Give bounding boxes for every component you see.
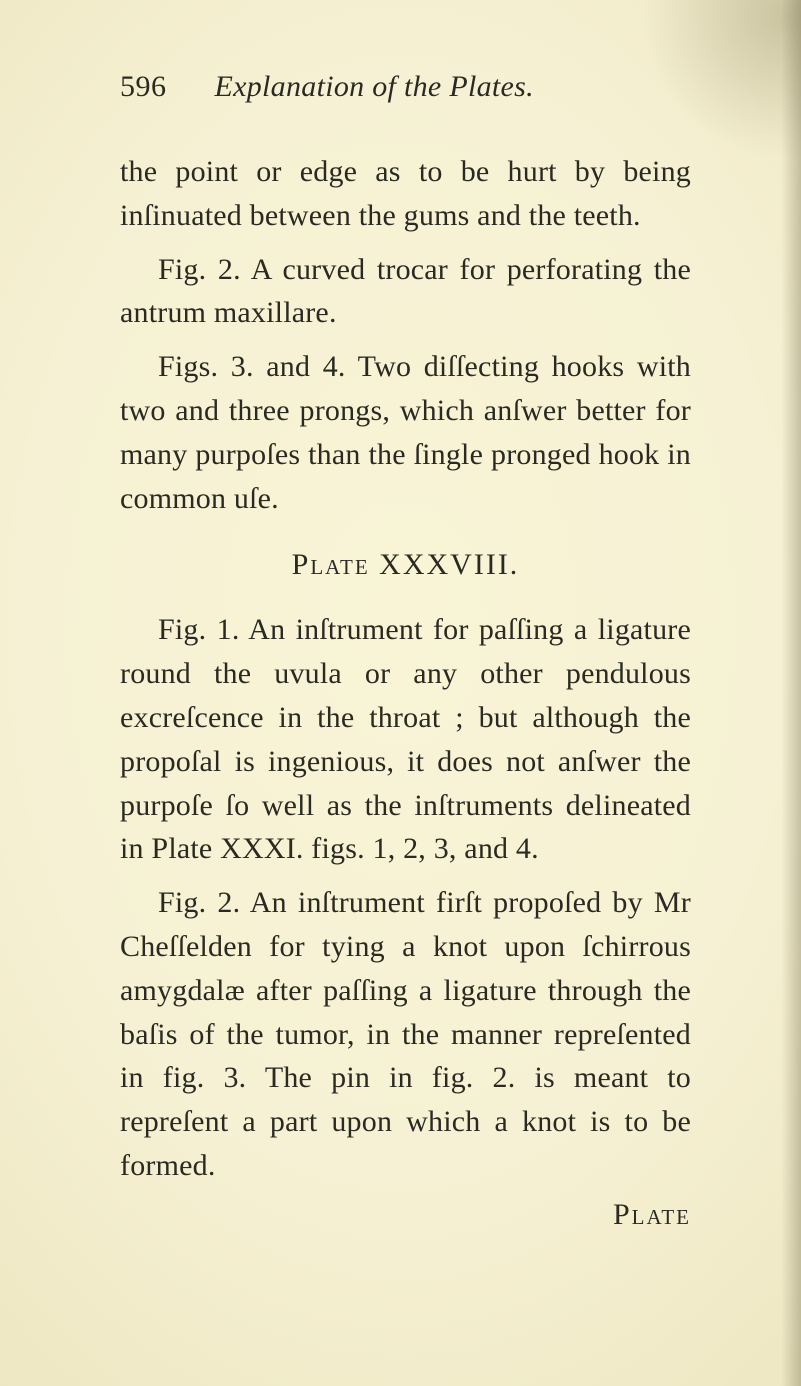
page-edge-shadow: [781, 0, 801, 1386]
paragraph-fig1-plate38: Fig. 1. An inſtrument for paſſing a liga…: [120, 608, 691, 871]
paragraph-continuation: the point or edge as to be hurt by being…: [120, 150, 691, 238]
running-head: 596 Explanation of the Plates.: [120, 70, 691, 104]
paragraph-fig2-plate38: Fig. 2. An inſtrument firſt propoſed by …: [120, 881, 691, 1188]
text-block: 596 Explanation of the Plates. the point…: [120, 70, 691, 1232]
page-number: 596: [120, 70, 167, 104]
paragraph-fig2: Fig. 2. A curved trocar for perforating …: [120, 248, 691, 336]
catchword-text: Plate: [613, 1198, 691, 1231]
running-title: Explanation of the Plates.: [215, 70, 534, 104]
scanned-page: 596 Explanation of the Plates. the point…: [0, 0, 801, 1386]
plate-heading: Plate XXXVIII.: [120, 548, 691, 582]
plate-heading-text: Plate XXXVIII.: [292, 548, 520, 581]
paragraph-figs34: Figs. 3. and 4. Two diſſecting hooks wit…: [120, 345, 691, 520]
catchword: Plate: [120, 1198, 691, 1232]
